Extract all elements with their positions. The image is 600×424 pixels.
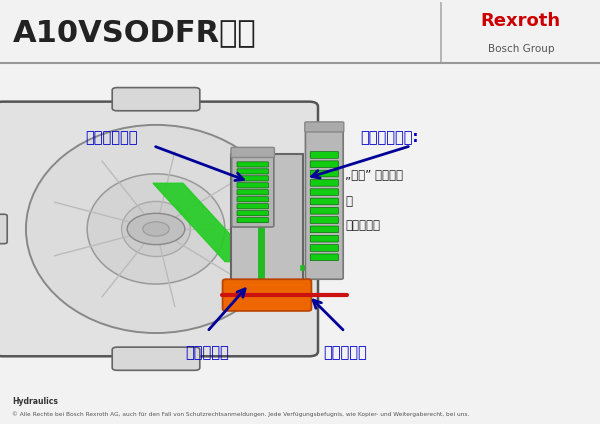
Text: Hydraulics: Hydraulics xyxy=(12,396,58,406)
FancyBboxPatch shape xyxy=(237,190,268,195)
Ellipse shape xyxy=(26,125,286,333)
Ellipse shape xyxy=(122,201,190,257)
FancyBboxPatch shape xyxy=(237,197,268,202)
FancyBboxPatch shape xyxy=(305,130,343,279)
FancyBboxPatch shape xyxy=(237,176,268,181)
Text: Rexroth: Rexroth xyxy=(481,12,561,30)
FancyBboxPatch shape xyxy=(310,226,338,233)
FancyBboxPatch shape xyxy=(305,122,344,132)
Polygon shape xyxy=(153,183,255,262)
FancyBboxPatch shape xyxy=(310,170,338,177)
Circle shape xyxy=(143,222,169,236)
FancyBboxPatch shape xyxy=(0,214,7,244)
Text: „待命” 压力调整: „待命” 压力调整 xyxy=(345,169,403,181)
FancyBboxPatch shape xyxy=(310,207,338,214)
FancyBboxPatch shape xyxy=(237,204,268,209)
FancyBboxPatch shape xyxy=(310,189,338,195)
FancyBboxPatch shape xyxy=(310,235,338,242)
Text: 流量控制阀: 流量控制阀 xyxy=(323,346,367,360)
Text: A10VSODFR油泵: A10VSODFR油泵 xyxy=(13,18,257,47)
FancyBboxPatch shape xyxy=(310,151,338,158)
Text: Bosch Group: Bosch Group xyxy=(488,44,554,53)
FancyBboxPatch shape xyxy=(231,148,274,157)
Text: 或: 或 xyxy=(345,195,352,208)
FancyBboxPatch shape xyxy=(310,198,338,205)
FancyBboxPatch shape xyxy=(112,88,200,111)
FancyBboxPatch shape xyxy=(237,211,268,216)
Text: 压力控制阀: 压力控制阀 xyxy=(185,346,229,360)
FancyBboxPatch shape xyxy=(0,102,318,356)
Circle shape xyxy=(127,213,185,245)
FancyBboxPatch shape xyxy=(223,279,311,311)
FancyBboxPatch shape xyxy=(112,347,200,370)
FancyBboxPatch shape xyxy=(232,155,274,227)
Text: 控制流量调整:: 控制流量调整: xyxy=(360,130,418,145)
FancyBboxPatch shape xyxy=(237,162,268,167)
FancyBboxPatch shape xyxy=(310,217,338,223)
Text: 压差设定！: 压差设定！ xyxy=(345,219,380,232)
Ellipse shape xyxy=(87,174,225,284)
FancyBboxPatch shape xyxy=(231,154,303,285)
Text: © Alle Rechte bei Bosch Rexroth AG, auch für den Fall von Schutzrechtsanmeldunge: © Alle Rechte bei Bosch Rexroth AG, auch… xyxy=(12,411,469,417)
FancyBboxPatch shape xyxy=(310,254,338,261)
FancyBboxPatch shape xyxy=(310,161,338,167)
FancyBboxPatch shape xyxy=(310,179,338,186)
FancyBboxPatch shape xyxy=(237,218,268,223)
Text: 控制压力调整: 控制压力调整 xyxy=(85,130,137,145)
FancyBboxPatch shape xyxy=(237,183,268,188)
FancyBboxPatch shape xyxy=(237,169,268,174)
FancyBboxPatch shape xyxy=(310,245,338,251)
